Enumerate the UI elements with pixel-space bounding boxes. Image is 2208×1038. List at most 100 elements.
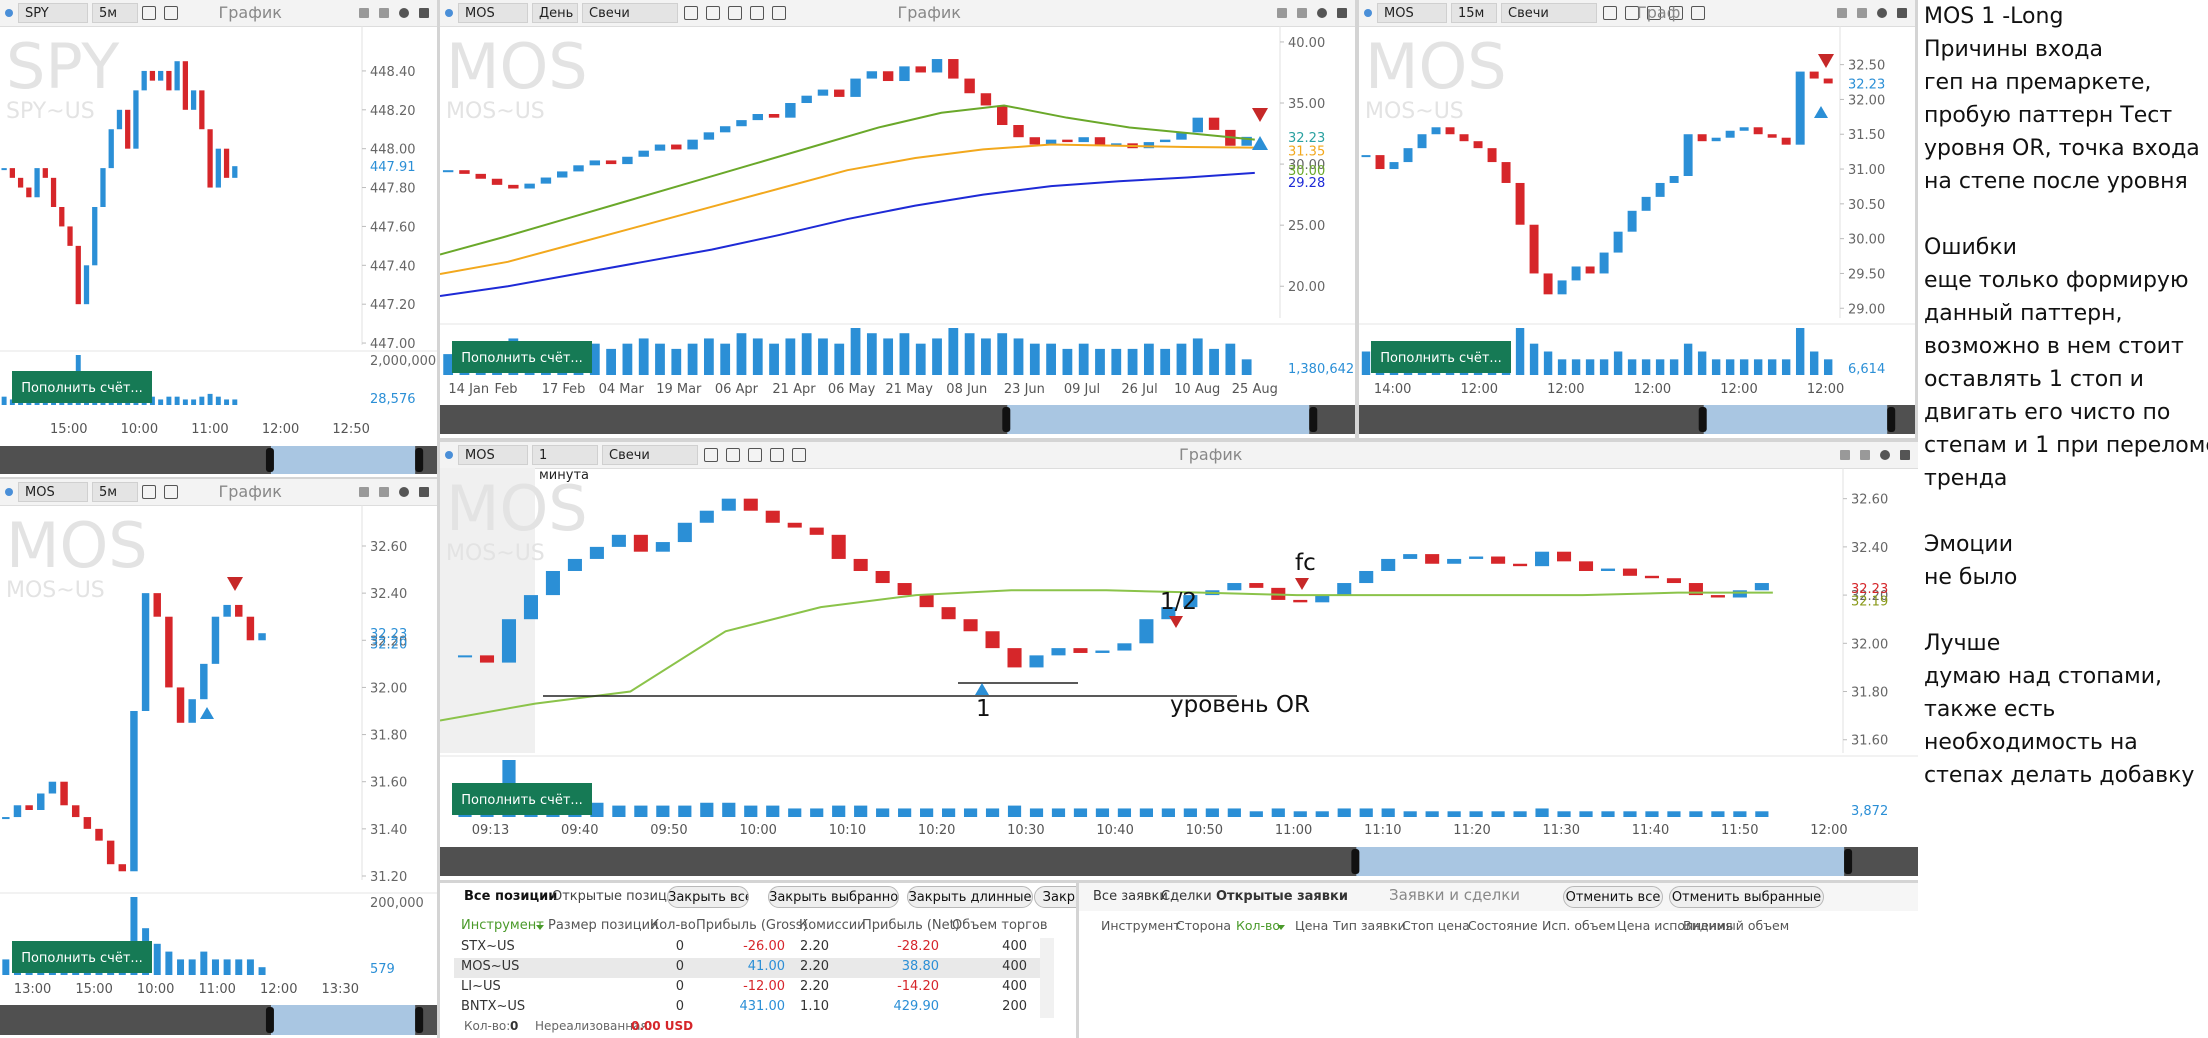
column-header[interactable]: Объем торгов <box>952 918 1048 933</box>
column-header[interactable]: Стоп цена <box>1402 918 1470 933</box>
deposit-button-label[interactable]: Пополнить счёт... <box>1380 351 1502 366</box>
icon-next[interactable] <box>379 487 389 497</box>
tool-icon[interactable] <box>706 6 720 20</box>
tool-icon[interactable] <box>728 6 742 20</box>
tool-icon[interactable] <box>1669 6 1683 20</box>
icon-next[interactable] <box>1860 450 1870 460</box>
symbol-box[interactable]: SPY <box>18 3 88 23</box>
symbol-box[interactable]: MOS <box>18 482 88 502</box>
icon-close[interactable] <box>1900 450 1910 460</box>
tool-icon[interactable] <box>164 485 178 499</box>
deposit-button-label[interactable]: Пополнить счёт... <box>21 951 143 966</box>
tool-icon[interactable] <box>1691 6 1705 20</box>
icon-next[interactable] <box>379 8 389 18</box>
interval-box[interactable]: 5м <box>92 3 138 23</box>
tool-icon[interactable] <box>750 6 764 20</box>
symbol-box[interactable]: MOS <box>458 445 528 465</box>
instrument-cell[interactable]: STX~US <box>461 939 515 954</box>
tool-icon[interactable] <box>748 448 762 462</box>
navigator-window[interactable] <box>1007 405 1310 434</box>
column-header[interactable]: Прибыль (Net) <box>862 918 960 933</box>
tool-icon[interactable] <box>726 448 740 462</box>
navigator-window[interactable] <box>270 1005 416 1035</box>
column-header[interactable]: Тип заявки <box>1333 918 1406 933</box>
column-header[interactable]: Цена <box>1295 918 1329 933</box>
navigator-window[interactable] <box>1356 847 1845 876</box>
column-header[interactable]: Размер позиции <box>548 918 659 933</box>
navigator-handle[interactable] <box>415 1007 424 1033</box>
tool-icon[interactable] <box>142 6 156 20</box>
tool-icon[interactable] <box>704 448 718 462</box>
icon-settings[interactable] <box>1880 450 1890 460</box>
interval-box[interactable]: День <box>532 3 578 23</box>
tool-icon[interactable] <box>684 6 698 20</box>
deposit-button[interactable] <box>12 941 152 973</box>
tool-icon[interactable] <box>164 6 178 20</box>
cancel-button[interactable]: Отменить выбранные <box>1669 886 1824 908</box>
tool-icon[interactable] <box>770 448 784 462</box>
navigator-handle[interactable] <box>1002 407 1011 432</box>
icon-next[interactable] <box>1857 8 1867 18</box>
column-header[interactable]: Кол-во <box>650 918 696 933</box>
deposit-button-label[interactable]: Пополнить счёт... <box>21 381 143 396</box>
chart-type-box[interactable]: Свечи <box>582 3 678 23</box>
orders-tab[interactable]: Все заявки <box>1093 889 1168 904</box>
icon-next[interactable] <box>1297 8 1307 18</box>
tool-icon[interactable] <box>1647 6 1661 20</box>
column-header[interactable]: Исп. объем <box>1542 918 1616 933</box>
tool-icon[interactable] <box>142 485 156 499</box>
chart-type-box[interactable]: Свечи <box>1501 3 1597 23</box>
cancel-button[interactable]: Отменить все <box>1563 886 1663 908</box>
chart-type-box[interactable]: Свечи <box>602 445 698 465</box>
deposit-button-label[interactable]: Пополнить счёт... <box>461 793 583 808</box>
close-button[interactable]: Закрыть все <box>667 886 749 908</box>
navigator-handle[interactable] <box>1844 849 1853 874</box>
deposit-button[interactable] <box>1371 341 1511 373</box>
icon-settings[interactable] <box>399 487 409 497</box>
symbol-box[interactable]: MOS <box>1377 3 1447 23</box>
orders-tab[interactable]: Открытые заявки <box>1216 889 1348 904</box>
instrument-cell[interactable]: MOS~US <box>461 959 520 974</box>
column-header[interactable]: Состояние <box>1468 918 1538 933</box>
icon-close[interactable] <box>1897 8 1907 18</box>
positions-tab[interactable]: Открытые позиции <box>552 889 684 904</box>
deposit-button[interactable] <box>452 341 592 373</box>
deposit-button-label[interactable]: Пополнить счёт... <box>461 351 583 366</box>
tool-icon[interactable] <box>772 6 786 20</box>
navigator-handle[interactable] <box>265 1007 274 1033</box>
icon-settings[interactable] <box>1317 8 1327 18</box>
navigator-window[interactable] <box>270 446 416 474</box>
navigator-handle[interactable] <box>415 448 424 472</box>
navigator-window[interactable] <box>1703 405 1888 434</box>
icon-prev[interactable] <box>359 8 369 18</box>
column-header[interactable]: Комиссии <box>799 918 866 933</box>
orders-tab[interactable]: Сделки <box>1161 889 1212 904</box>
interval-box[interactable]: 1 минута <box>532 445 598 483</box>
close-button[interactable]: Закры <box>1034 886 1076 908</box>
navigator-handle[interactable] <box>1698 407 1707 432</box>
tool-icon[interactable] <box>1603 6 1617 20</box>
icon-prev[interactable] <box>1837 8 1847 18</box>
navigator-handle[interactable] <box>1351 849 1360 874</box>
navigator-handle[interactable] <box>1309 407 1318 432</box>
positions-tab[interactable]: Все позиции <box>464 889 558 904</box>
close-button[interactable]: Закрыть длинные <box>907 886 1033 908</box>
deposit-button[interactable] <box>12 371 152 403</box>
tool-icon[interactable] <box>1625 6 1639 20</box>
icon-prev[interactable] <box>1277 8 1287 18</box>
icon-prev[interactable] <box>1840 450 1850 460</box>
column-header[interactable]: Инструмент <box>1101 918 1181 933</box>
instrument-cell[interactable]: BNTX~US <box>461 999 526 1014</box>
column-header[interactable]: Прибыль (Gross) <box>696 918 808 933</box>
interval-box[interactable]: 5м <box>92 482 138 502</box>
tool-icon[interactable] <box>792 448 806 462</box>
icon-prev[interactable] <box>359 487 369 497</box>
icon-close[interactable] <box>1337 8 1347 18</box>
navigator-handle[interactable] <box>1887 407 1896 432</box>
deposit-button[interactable] <box>452 783 592 815</box>
icon-close[interactable] <box>419 487 429 497</box>
close-button[interactable]: Закрыть выбранное <box>768 886 899 908</box>
navigator-handle[interactable] <box>265 448 274 472</box>
column-header[interactable]: Сторона <box>1176 918 1232 933</box>
column-header[interactable]: Цена исполнения <box>1617 918 1733 933</box>
